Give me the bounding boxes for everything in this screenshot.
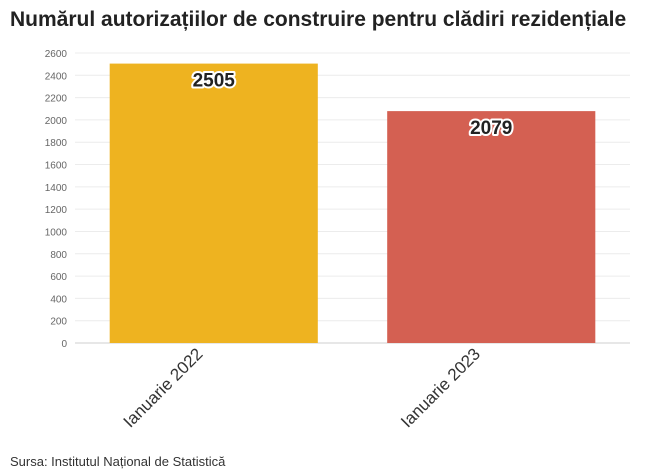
data-label: 2079 xyxy=(470,118,512,139)
bar xyxy=(387,111,596,343)
y-tick-label: 1800 xyxy=(45,138,68,149)
source-note: Sursa: Institutul Național de Statistică xyxy=(10,454,226,469)
x-tick-label: Ianuarie 2022 xyxy=(120,344,207,431)
y-tick-label: 0 xyxy=(61,339,67,350)
y-tick-label: 1200 xyxy=(45,205,68,216)
y-tick-label: 200 xyxy=(50,317,67,328)
x-axis-ticks: Ianuarie 2022 Ianuarie 2023 xyxy=(120,344,484,431)
y-tick-label: 1000 xyxy=(45,227,68,238)
y-tick-label: 2000 xyxy=(45,116,68,127)
chart-title: Numărul autorizațiilor de construire pen… xyxy=(10,8,627,31)
data-label: 2505 xyxy=(193,71,236,92)
x-tick-label: Ianuarie 2023 xyxy=(397,344,484,431)
y-tick-label: 1600 xyxy=(45,161,68,172)
y-tick-label: 2200 xyxy=(45,94,68,105)
y-tick-label: 2600 xyxy=(45,49,68,60)
bars xyxy=(109,63,596,343)
data-labels: 2505 2079 xyxy=(191,69,515,142)
y-tick-label: 400 xyxy=(50,294,67,305)
y-tick-label: 600 xyxy=(50,272,67,283)
y-tick-label: 800 xyxy=(50,250,67,261)
y-tick-label: 2400 xyxy=(45,71,68,82)
y-axis-ticks: 0 200 400 600 800 1000 1200 1400 1600 1800 2000 220… xyxy=(45,49,68,350)
bar xyxy=(109,63,318,343)
y-tick-label: 1400 xyxy=(45,183,68,194)
